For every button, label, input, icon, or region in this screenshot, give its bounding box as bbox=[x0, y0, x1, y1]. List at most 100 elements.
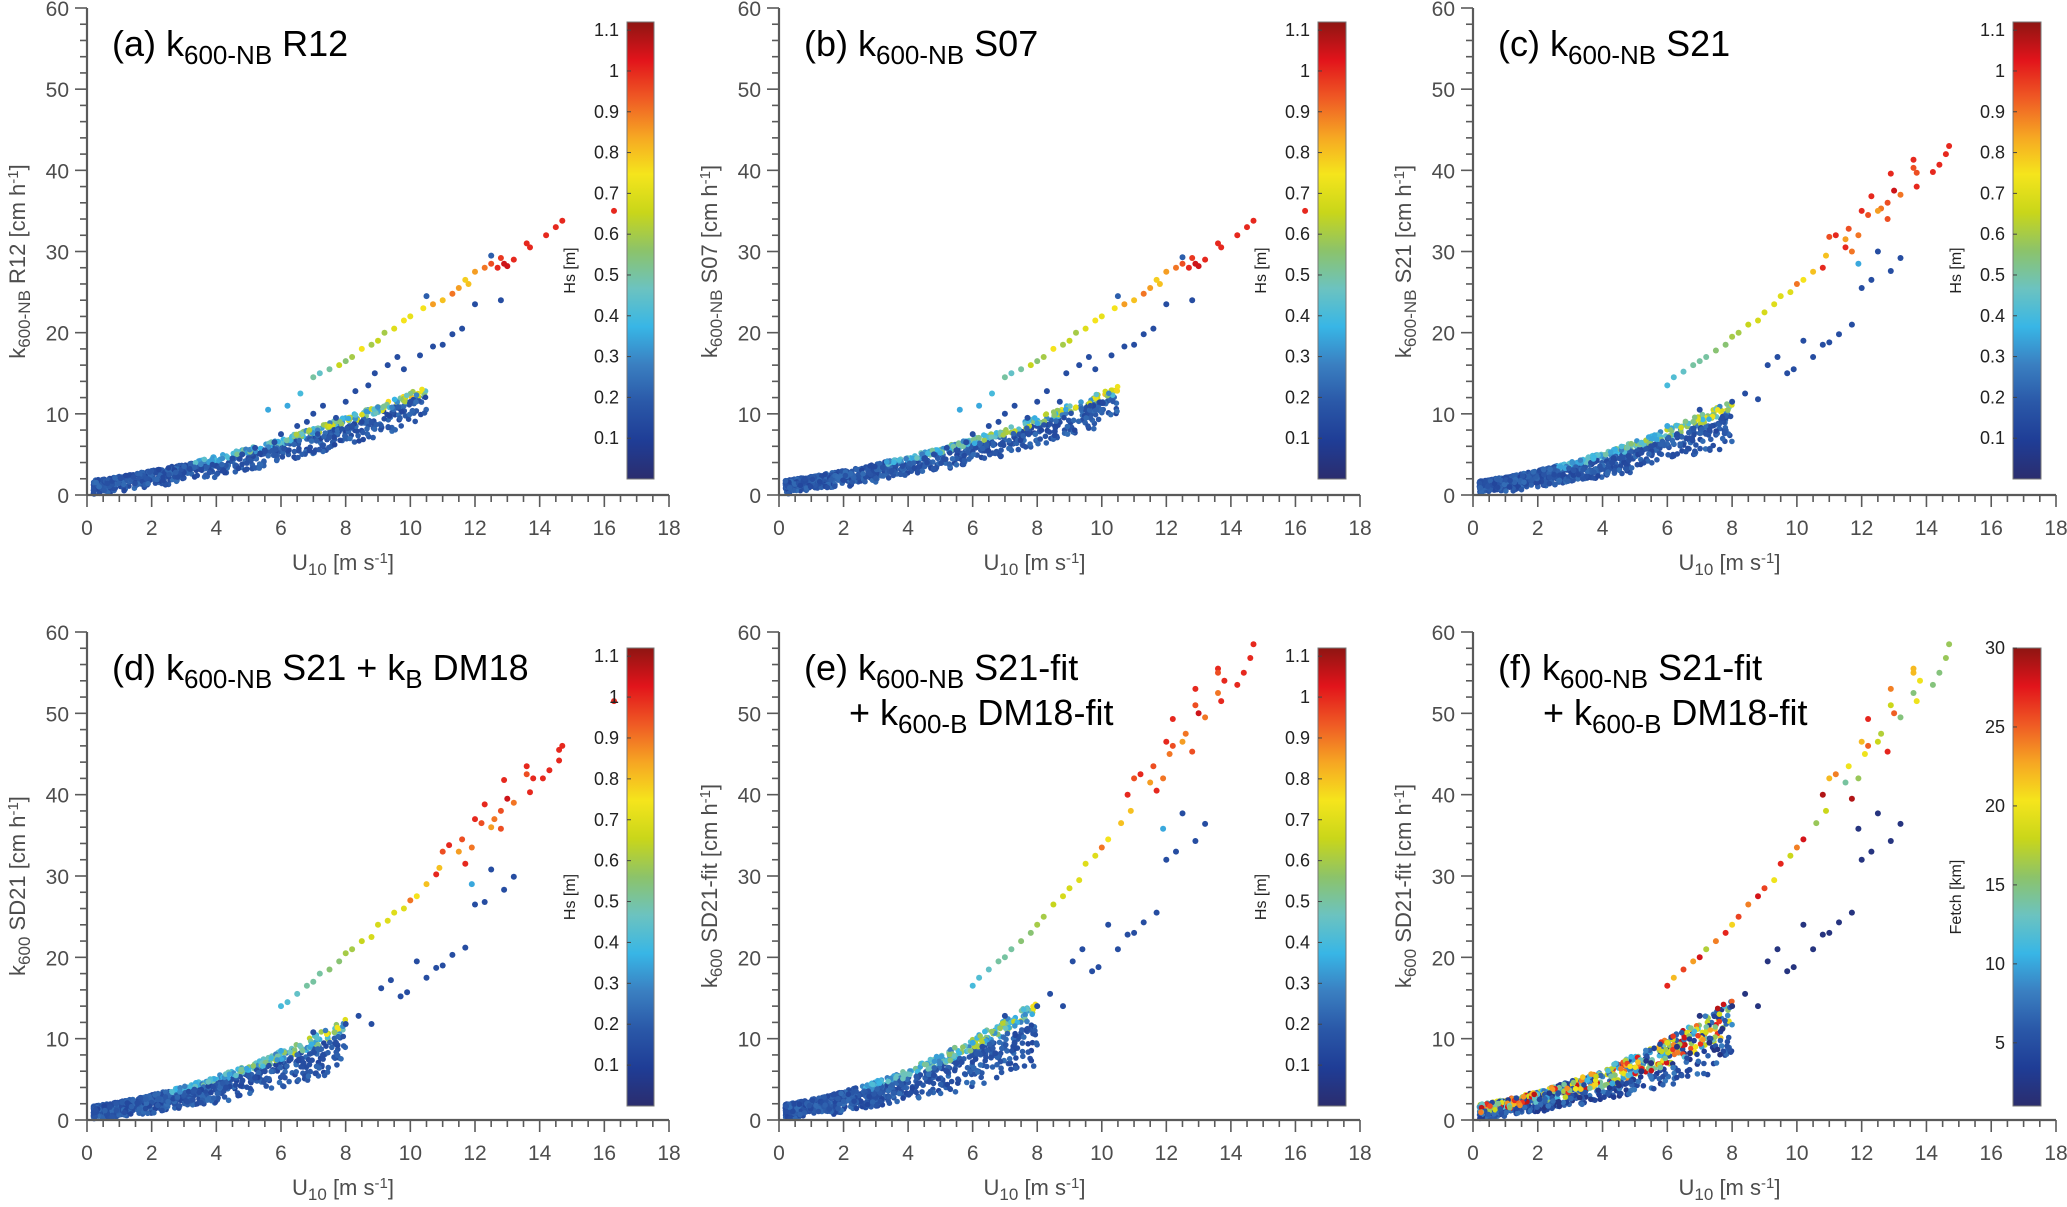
scatter-point bbox=[234, 451, 240, 458]
scatter-point bbox=[1092, 317, 1099, 324]
scatter-point bbox=[1019, 1027, 1025, 1033]
y-tick-label: 50 bbox=[46, 79, 69, 102]
scatter-point bbox=[1019, 1040, 1026, 1046]
scatter-point bbox=[883, 459, 890, 465]
scatter-point bbox=[1729, 333, 1736, 340]
scatter-point bbox=[947, 450, 953, 456]
scatter-point bbox=[120, 481, 127, 488]
scatter-point bbox=[1046, 429, 1053, 435]
scatter-point bbox=[1868, 276, 1875, 283]
scatter-point bbox=[336, 958, 343, 965]
scatter-point bbox=[1030, 1063, 1037, 1069]
scatter-point bbox=[209, 456, 215, 463]
scatter-point bbox=[896, 457, 902, 463]
scatter-point bbox=[1690, 425, 1697, 432]
scatter-point bbox=[1729, 438, 1735, 445]
scatter-point bbox=[239, 451, 246, 458]
scatter-point bbox=[397, 993, 404, 1000]
scatter-point bbox=[165, 465, 172, 471]
scatter-point bbox=[961, 452, 967, 459]
scatter-point bbox=[1790, 366, 1797, 373]
x-tick-label: 2 bbox=[146, 517, 158, 540]
scatter-point bbox=[488, 866, 495, 873]
scatter-point bbox=[1100, 400, 1106, 407]
scatter-point bbox=[1507, 477, 1513, 484]
y-tick-label: 40 bbox=[738, 160, 761, 183]
scatter-point bbox=[472, 816, 478, 823]
scatter-point bbox=[847, 470, 854, 477]
scatter-point bbox=[1108, 352, 1115, 359]
scatter-point bbox=[331, 441, 338, 448]
scatter-point bbox=[243, 1065, 250, 1072]
scatter-point bbox=[1056, 398, 1063, 405]
scatter-point bbox=[1075, 418, 1082, 425]
scatter-point bbox=[976, 440, 983, 446]
scatter-point bbox=[978, 1074, 984, 1081]
scatter-point bbox=[214, 1090, 221, 1097]
y-tick-label: 60 bbox=[1432, 0, 1455, 21]
scatter-point bbox=[191, 464, 198, 471]
x-tick-label: 12 bbox=[463, 1142, 486, 1165]
scatter-point bbox=[1121, 301, 1128, 308]
scatter-point bbox=[1035, 440, 1041, 447]
scatter-point bbox=[1623, 466, 1630, 473]
scatter-point bbox=[419, 386, 425, 393]
scatter-point bbox=[333, 414, 339, 421]
colorbar-tick-label: 0.3 bbox=[1285, 347, 1310, 367]
colorbar-tick-label: 1 bbox=[609, 61, 619, 81]
x-tick-label: 2 bbox=[838, 517, 850, 540]
scatter-point bbox=[501, 260, 508, 267]
scatter-point bbox=[420, 305, 427, 312]
scatter-point bbox=[1648, 443, 1655, 450]
x-tick-label: 18 bbox=[657, 517, 680, 540]
scatter-point bbox=[192, 459, 199, 466]
scatter-point bbox=[196, 1089, 202, 1096]
scatter-point bbox=[359, 419, 365, 425]
scatter-point bbox=[1108, 411, 1114, 418]
scatter-point bbox=[1082, 325, 1089, 332]
scatter-point bbox=[1163, 301, 1170, 308]
scatter-point bbox=[1025, 430, 1031, 437]
scatter-point bbox=[468, 881, 475, 888]
scatter-point bbox=[1643, 446, 1649, 452]
scatter-point bbox=[1897, 191, 1904, 198]
scatter-point bbox=[403, 392, 410, 399]
scatter-point bbox=[1848, 321, 1855, 328]
scatter-point bbox=[280, 1072, 286, 1078]
scatter-point bbox=[1021, 1034, 1027, 1040]
scatter-point bbox=[1742, 390, 1749, 397]
scatter-point bbox=[128, 1103, 135, 1110]
scatter-point bbox=[378, 422, 384, 429]
scatter-point bbox=[1121, 343, 1128, 350]
scatter-point bbox=[1638, 449, 1645, 456]
scatter-point bbox=[1034, 398, 1041, 405]
scatter-point bbox=[468, 844, 475, 851]
scatter-point bbox=[102, 1107, 108, 1114]
scatter-point bbox=[342, 433, 348, 439]
scatter-point bbox=[384, 362, 391, 369]
scatter-point bbox=[497, 255, 504, 261]
scatter-point bbox=[296, 437, 303, 444]
scatter-point bbox=[527, 244, 533, 251]
scatter-point bbox=[1528, 482, 1535, 488]
scatter-point bbox=[889, 468, 895, 474]
scatter-point bbox=[481, 899, 488, 905]
y-axis-label: k600-NB S07 [cm h-1] bbox=[697, 165, 726, 358]
scatter-point bbox=[1682, 418, 1689, 425]
scatter-point bbox=[308, 1041, 315, 1047]
x-tick-label: 10 bbox=[1785, 517, 1808, 540]
scatter-point bbox=[1722, 341, 1729, 348]
scatter-point bbox=[1687, 435, 1693, 442]
scatter-point bbox=[1006, 1056, 1013, 1062]
scatter-point bbox=[430, 343, 436, 350]
scatter-point bbox=[989, 390, 995, 397]
x-tick-label: 6 bbox=[275, 1142, 287, 1165]
scatter-point bbox=[113, 1100, 120, 1107]
scatter-point bbox=[909, 1085, 916, 1091]
scatter-point bbox=[497, 807, 504, 814]
scatter-point bbox=[937, 1060, 943, 1067]
scatter-point bbox=[900, 1095, 906, 1101]
colorbar-tick-label: 1 bbox=[1995, 61, 2005, 81]
scatter-point bbox=[237, 1092, 243, 1099]
scatter-point bbox=[268, 1068, 275, 1075]
